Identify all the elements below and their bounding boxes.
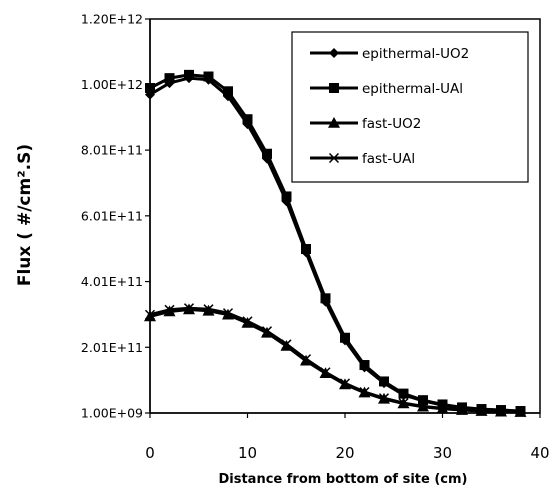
legend-marker (329, 83, 339, 93)
data-point-epithermal-UAl (223, 86, 233, 97)
x-marker-stroke (378, 393, 390, 404)
x-tick-label: 10 (238, 444, 257, 462)
data-point-fast-UAl (437, 403, 448, 414)
legend-item: fast-UAl (310, 151, 415, 167)
x-marker-stroke (398, 398, 409, 409)
legend-label: fast-UAl (362, 151, 415, 167)
data-point-fast-UAl (183, 303, 195, 314)
data-point-fast-UAl (203, 304, 214, 315)
data-point-fast-UAl (398, 398, 409, 409)
x-marker-stroke (281, 339, 292, 350)
data-point-fast-UAl (261, 326, 273, 337)
data-point-fast-UAl (495, 406, 507, 417)
y-tick-label: 6.01E+11 (81, 208, 143, 223)
x-marker-stroke (242, 316, 253, 327)
data-point-epithermal-UAl (359, 360, 370, 371)
x-marker-stroke (320, 367, 331, 378)
legend-marker (328, 117, 340, 128)
series-line-fast-UAl (149, 306, 521, 414)
x-marker-stroke (183, 303, 195, 314)
x-axis-label: Distance from bottom of site (cm) (218, 472, 467, 487)
data-point-epithermal-UAl (242, 114, 253, 125)
data-point-fast-UAl (515, 406, 526, 418)
data-point-fast-UAl (281, 339, 292, 350)
data-point-fast-UAl (339, 378, 351, 389)
data-point-epithermal-UAl (301, 244, 311, 255)
y-axis-label: Flux ( #/cm².S) (15, 144, 35, 286)
data-point-epithermal-UAl (184, 69, 194, 80)
data-point-fast-UAl (417, 401, 429, 412)
data-point-epithermal-UAl (281, 191, 292, 202)
x-tick-label: 20 (335, 444, 354, 462)
data-point-epithermal-UAl (320, 293, 331, 304)
y-tick-label: 8.01E+11 (81, 143, 143, 158)
x-axis-ticks: 0 10 20 30 40 (145, 413, 550, 462)
data-point-fast-UAl (300, 354, 312, 365)
data-point-epithermal-UAl (262, 148, 272, 159)
legend-item: epithermal-UAl (310, 81, 463, 97)
x-marker-stroke (203, 304, 214, 315)
x-marker-stroke (437, 403, 448, 414)
y-tick-label: 1.00E+09 (81, 406, 143, 421)
y-tick-label: 1.20E+12 (81, 12, 143, 27)
x-marker-stroke (164, 304, 175, 315)
data-point-fast-UAl (378, 393, 390, 404)
legend-item: epithermal-UO2 (310, 46, 469, 62)
data-point-fast-UAl (359, 386, 370, 397)
x-tick-label: 30 (433, 444, 452, 462)
data-point-fast-UAl (164, 304, 175, 315)
legend-label: epithermal-UAl (362, 81, 463, 97)
x-marker-stroke (261, 326, 273, 337)
x-tick-label: 40 (530, 444, 549, 462)
y-tick-label: 4.01E+11 (81, 274, 143, 289)
x-marker-stroke (222, 308, 234, 319)
y-tick-label: 2.01E+11 (81, 340, 143, 355)
x-marker-stroke (339, 378, 351, 389)
x-marker-stroke (495, 406, 507, 417)
data-point-epithermal-UAl (164, 73, 175, 84)
data-point-fast-UAl (222, 308, 234, 319)
legend-marker (329, 48, 339, 58)
legend: epithermal-UO2 epithermal-UAl fast-UO2 fast… (291, 31, 529, 183)
data-point-epithermal-UAl (398, 388, 409, 399)
x-marker-stroke (300, 354, 312, 365)
data-point-fast-UAl (320, 367, 331, 378)
x-marker-stroke (417, 401, 429, 412)
data-point-epithermal-UAl (418, 395, 428, 406)
y-tick-label: 1.00E+12 (81, 77, 143, 92)
data-point-epithermal-UAl (203, 71, 214, 82)
series-layer (144, 69, 527, 418)
x-marker-stroke (359, 386, 370, 397)
data-point-epithermal-UAl (379, 376, 389, 387)
x-marker-stroke (515, 406, 526, 418)
y-axis-ticks: 1.00E+09 2.01E+11 4.01E+11 6.01E+11 8.01E+11… (81, 12, 150, 421)
legend-item: fast-UO2 (310, 116, 421, 132)
data-point-fast-UAl (242, 316, 253, 327)
x-tick-label: 0 (145, 444, 155, 462)
data-point-epithermal-UAl (340, 332, 350, 343)
legend-label: fast-UO2 (362, 116, 421, 132)
legend-label: epithermal-UO2 (362, 46, 469, 62)
plot-axes (149, 18, 541, 414)
x-marker-stroke (328, 152, 340, 164)
legend-marker (328, 152, 340, 164)
